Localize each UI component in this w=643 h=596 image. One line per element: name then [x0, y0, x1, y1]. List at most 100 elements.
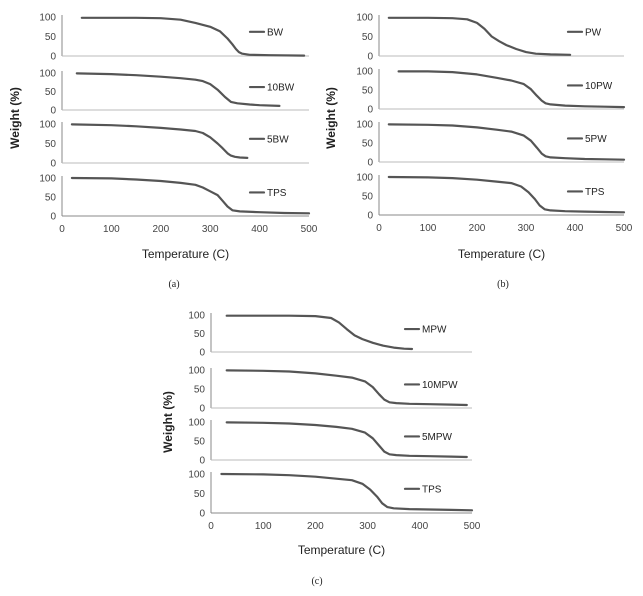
- y-tick-label: 50: [362, 139, 374, 150]
- y-tick-label: 100: [39, 13, 56, 24]
- y-tick-label: 100: [39, 174, 56, 185]
- y-tick-label: 50: [194, 489, 206, 500]
- figure-caption: (c): [311, 576, 322, 587]
- series-line-pw: [387, 16, 572, 56]
- x-tick-label: 500: [301, 224, 318, 235]
- y-tick-label: 0: [50, 212, 56, 223]
- series-line-tps: [70, 176, 311, 215]
- y-tick-label: 50: [45, 139, 57, 150]
- panel-5pw: 0 50 100 5PW: [356, 120, 626, 169]
- y-tick-label: 50: [194, 385, 206, 396]
- x-tick-label: 400: [251, 224, 268, 235]
- y-tick-label: 100: [188, 366, 205, 377]
- panel-tps: 0 50 100 TPS: [39, 174, 311, 223]
- y-tick-label: 100: [39, 69, 56, 80]
- x-tick-label: 500: [464, 521, 481, 532]
- y-tick-label: 50: [45, 87, 57, 98]
- panel-5mpw: 0 50 100 5MPW: [188, 418, 472, 467]
- series-line-10pw: [397, 70, 626, 109]
- x-tick-label: 0: [376, 223, 382, 234]
- y-tick-label: 0: [50, 159, 56, 170]
- series-line-10mpw: [225, 369, 468, 407]
- y-tick-label: 50: [362, 32, 374, 43]
- panel-5bw: 0 50 100 5BW: [39, 120, 309, 170]
- y-tick-label: 0: [50, 106, 56, 117]
- y-tick-label: 100: [188, 311, 205, 322]
- legend-label: 10MPW: [422, 380, 458, 391]
- panel-bw: 0 50 100 BW: [39, 13, 309, 63]
- panel-pw: 0 50 100 PW: [356, 13, 624, 63]
- legend-label: 5MPW: [422, 432, 453, 443]
- y-tick-label: 0: [50, 52, 56, 63]
- series-line-bw: [80, 16, 306, 57]
- legend-label: PW: [585, 27, 602, 38]
- x-tick-label: 100: [420, 223, 437, 234]
- x-tick-label: 400: [411, 521, 428, 532]
- y-tick-label: 100: [188, 418, 205, 429]
- x-tick-label: 300: [359, 521, 376, 532]
- legend-label: 10BW: [267, 83, 295, 94]
- series-line-5pw: [387, 123, 626, 161]
- series-line-5bw: [70, 123, 249, 159]
- x-tick-label: 300: [202, 224, 219, 235]
- y-tick-label: 50: [194, 437, 206, 448]
- y-tick-label: 100: [356, 67, 373, 78]
- y-tick-label: 50: [45, 32, 57, 43]
- figure-caption: (a): [168, 279, 179, 290]
- x-axis-title: Temperature (C): [298, 543, 385, 557]
- y-tick-label: 0: [367, 52, 373, 63]
- legend-label: 5PW: [585, 134, 607, 145]
- x-tick-label: 100: [103, 224, 120, 235]
- panel-mpw: 0 50 100 MPW: [188, 311, 472, 359]
- series-line-tps: [220, 472, 474, 512]
- y-tick-label: 0: [199, 456, 205, 467]
- x-tick-label: 100: [255, 521, 272, 532]
- y-axis-title: Weight (%): [8, 87, 22, 149]
- legend-label: 5BW: [267, 134, 289, 145]
- x-tick-label: 300: [518, 223, 535, 234]
- y-tick-label: 0: [367, 105, 373, 116]
- y-tick-label: 0: [367, 158, 373, 169]
- y-tick-label: 100: [188, 470, 205, 481]
- figure-caption: (b): [497, 279, 509, 290]
- x-tick-label: 200: [307, 521, 324, 532]
- y-tick-label: 50: [45, 193, 57, 204]
- chart-2: 050100MPW05010010MPW0501005MPW050100TPS0…: [161, 311, 481, 588]
- y-axis-title: Weight (%): [324, 87, 338, 149]
- panel-tps: 0 50 100 TPS: [356, 173, 626, 222]
- x-tick-label: 0: [59, 224, 65, 235]
- legend-label: MPW: [422, 325, 447, 336]
- legend-label: BW: [267, 27, 284, 38]
- panel-10bw: 0 50 100 10BW: [39, 69, 309, 117]
- y-tick-label: 100: [356, 173, 373, 184]
- series-line-mpw: [225, 314, 414, 351]
- legend-label: TPS: [422, 484, 442, 495]
- x-tick-label: 500: [616, 223, 633, 234]
- series-line-tps: [387, 175, 626, 214]
- x-tick-label: 200: [152, 224, 169, 235]
- panel-10mpw: 0 50 100 10MPW: [188, 366, 472, 415]
- x-axis-title: Temperature (C): [142, 247, 229, 261]
- y-tick-label: 0: [199, 509, 205, 520]
- series-line-5mpw: [225, 421, 468, 459]
- legend-label: TPS: [585, 187, 605, 198]
- y-tick-label: 50: [362, 86, 374, 97]
- y-axis-title: Weight (%): [161, 391, 175, 453]
- x-axis-title: Temperature (C): [458, 247, 545, 261]
- y-tick-label: 100: [356, 13, 373, 24]
- panel-10pw: 0 50 100 10PW: [356, 67, 626, 116]
- y-tick-label: 0: [367, 211, 373, 222]
- x-tick-label: 200: [469, 223, 486, 234]
- y-tick-label: 0: [199, 348, 205, 359]
- x-tick-label: 400: [567, 223, 584, 234]
- legend-label: TPS: [267, 188, 287, 199]
- y-tick-label: 50: [194, 329, 206, 340]
- series-line-10bw: [75, 72, 281, 107]
- chart-1: 0 50 100 PW 0 50 100 10PW 0 50 100 5PW 0 50 100 TPS 0 100…: [324, 13, 633, 291]
- y-tick-label: 100: [356, 120, 373, 131]
- panel-tps: 0 50 100 TPS: [188, 470, 474, 520]
- x-tick-label: 0: [208, 521, 214, 532]
- chart-0: 0 50 100 BW 0 50 100 10BW 0 50 100 5BW 0 50 100 TPS 0 100…: [8, 13, 318, 291]
- legend-label: 10PW: [585, 81, 613, 92]
